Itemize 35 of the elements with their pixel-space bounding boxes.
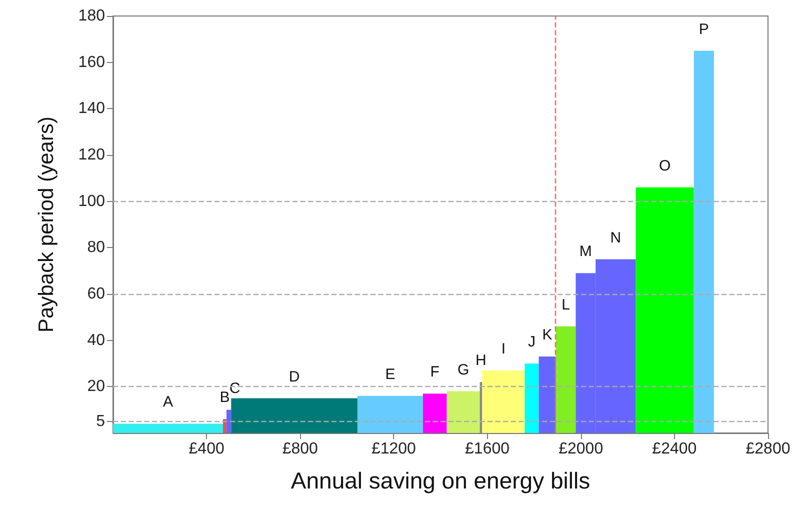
x-tick-label: £800 bbox=[282, 440, 318, 458]
x-tick-label: £1200 bbox=[371, 440, 416, 458]
x-axis-title: Annual saving on energy bills bbox=[290, 468, 590, 494]
y-axis-title: Payback period (years) bbox=[35, 116, 58, 332]
annotation: D bbox=[288, 368, 300, 386]
annotation: N bbox=[610, 229, 622, 246]
y-tick-label: 60 bbox=[87, 286, 106, 302]
y-tick-label: 20 bbox=[87, 378, 106, 396]
x-tick-label: £2400 bbox=[652, 440, 697, 458]
annotation: M bbox=[579, 243, 592, 260]
annotation: K bbox=[542, 326, 552, 344]
annotation: G bbox=[457, 361, 470, 378]
y-tick-label: 80 bbox=[87, 239, 106, 256]
annotation: H bbox=[476, 352, 486, 370]
annotation: I bbox=[501, 340, 506, 358]
x-tick-label: £400 bbox=[188, 440, 224, 458]
annotation: A bbox=[162, 394, 173, 411]
y-tick-label: 5 bbox=[96, 412, 106, 430]
annotation: O bbox=[659, 157, 671, 174]
annotation: B bbox=[220, 389, 230, 406]
y-tick-label: 180 bbox=[78, 8, 106, 24]
y-tick-label: 140 bbox=[78, 100, 106, 118]
x-tick-label: £2000 bbox=[558, 440, 604, 458]
y-tick-label: 40 bbox=[87, 332, 106, 349]
x-tick-label: £2800 bbox=[746, 440, 790, 458]
annotation: E bbox=[385, 366, 396, 383]
annotation: P bbox=[698, 20, 709, 38]
y-tick-label: 120 bbox=[78, 146, 106, 164]
y-tick-label: 160 bbox=[78, 54, 106, 71]
annotation: C bbox=[229, 380, 240, 397]
x-tick-label: £1600 bbox=[465, 440, 510, 458]
annotation: J bbox=[528, 334, 536, 350]
annotation: F bbox=[430, 364, 440, 381]
y-tick-label: 100 bbox=[78, 192, 106, 210]
annotation: L bbox=[562, 296, 570, 314]
